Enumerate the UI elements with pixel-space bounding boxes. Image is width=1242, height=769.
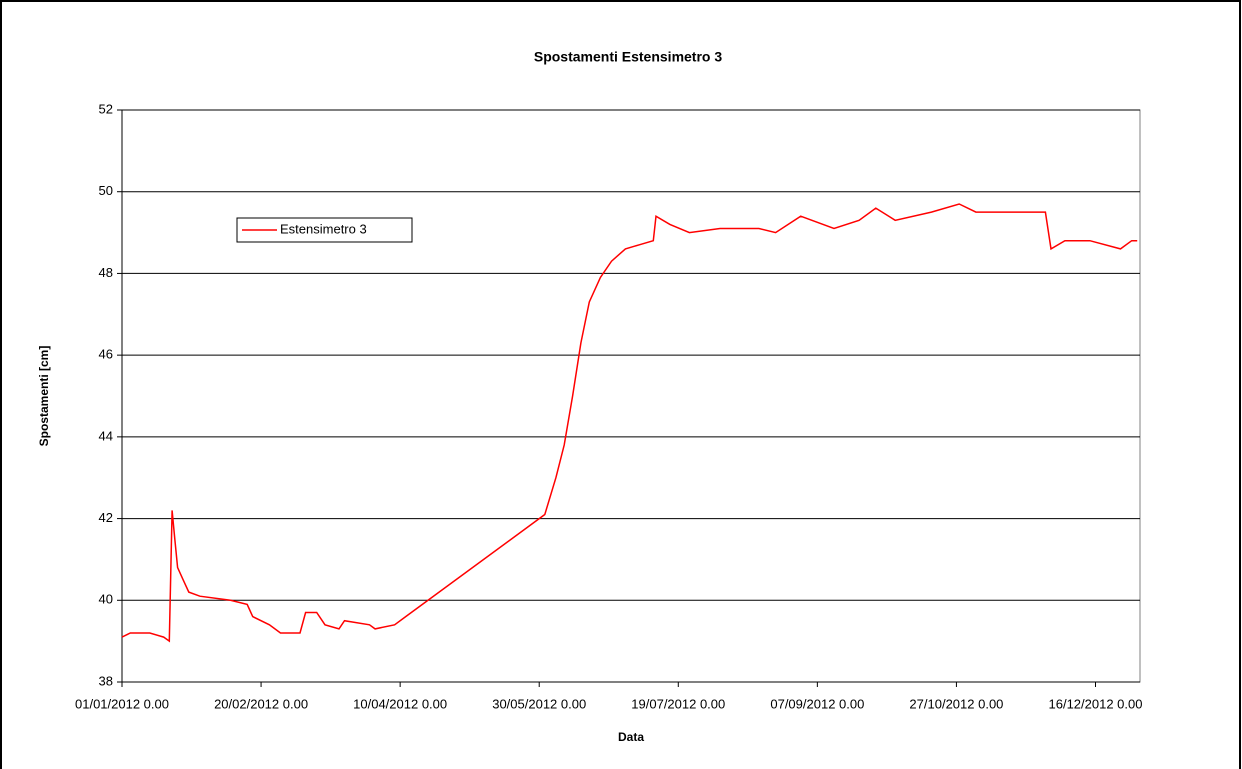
y-tick-label: 48 (99, 265, 113, 280)
x-tick-label: 27/10/2012 0.00 (909, 696, 1003, 711)
y-axis-label: Spostamenti [cm] (37, 346, 51, 447)
chart-title: Spostamenti Estensimetro 3 (534, 49, 722, 65)
y-tick-label: 46 (99, 347, 113, 362)
x-tick-label: 10/04/2012 0.00 (353, 696, 447, 711)
x-tick-label: 01/01/2012 0.00 (75, 696, 169, 711)
x-tick-label: 19/07/2012 0.00 (631, 696, 725, 711)
y-tick-label: 40 (99, 592, 113, 607)
data-line (121, 203, 1138, 643)
plot-area (121, 109, 1141, 683)
legend-label: Estensimetro 3 (280, 221, 367, 236)
x-tick-label: 20/02/2012 0.00 (214, 696, 308, 711)
y-tick-label: 42 (99, 510, 113, 525)
y-tick-label: 44 (99, 428, 113, 443)
y-tick-label: 38 (99, 673, 113, 688)
x-tick-label: 16/12/2012 0.00 (1049, 696, 1143, 711)
x-tick-label: 30/05/2012 0.00 (492, 696, 586, 711)
x-tick-label: 07/09/2012 0.00 (770, 696, 864, 711)
y-tick-label: 52 (99, 101, 113, 116)
y-tick-label: 50 (99, 183, 113, 198)
x-axis-label: Data (618, 730, 644, 744)
